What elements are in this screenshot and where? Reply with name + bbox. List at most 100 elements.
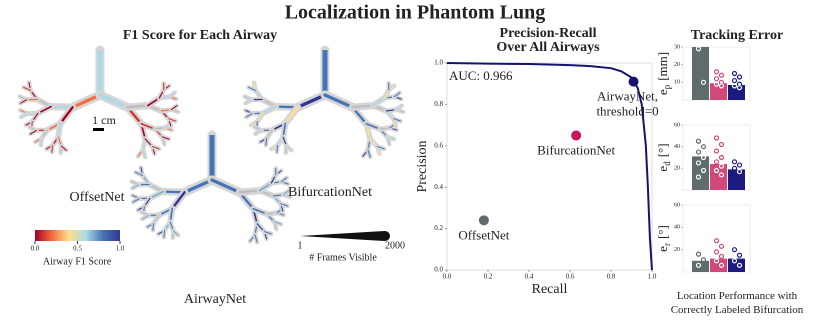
airway-trees — [17, 45, 406, 245]
sample-point — [713, 249, 720, 255]
y-tick-label: 0.8 — [434, 100, 443, 108]
airway-branch — [151, 146, 160, 150]
sample-point — [718, 163, 725, 169]
x-tick-label: 0.0 — [443, 273, 452, 281]
airway-branch — [168, 92, 176, 98]
airway-branch — [295, 93, 327, 109]
airway-branch — [393, 92, 401, 98]
sample-point — [736, 74, 743, 80]
airway-branch — [254, 234, 258, 243]
y-tick-label: 20 — [674, 247, 680, 253]
airway-branch — [182, 178, 214, 194]
airway-branch — [265, 137, 268, 146]
label-subscript: p — [662, 84, 672, 89]
chart-title: Precision-Recall Over All Airways — [496, 26, 600, 55]
airway-branch — [248, 86, 257, 91]
airway-branch — [135, 171, 144, 176]
point-label: threshold=0 — [596, 104, 658, 119]
sample-point — [700, 257, 707, 263]
label-subscript: r — [662, 243, 672, 246]
sample-point — [731, 258, 738, 264]
model-label: BifurcationNet — [288, 185, 372, 200]
width-tick-label: 1 — [298, 240, 303, 251]
sample-point — [718, 72, 725, 78]
sample-point — [718, 141, 725, 148]
airway-branch — [152, 222, 155, 231]
sample-point — [736, 168, 743, 175]
colorbar-label: Airway F1 Score — [43, 256, 112, 267]
airway-branch — [263, 231, 272, 235]
y-tick-label: 20 — [674, 62, 680, 68]
point-label: AirwayNet, — [597, 89, 658, 104]
airway-branch — [51, 144, 54, 153]
x-tick-label: 1.0 — [648, 273, 657, 281]
sample-point — [736, 262, 743, 268]
airway-branch — [70, 93, 102, 109]
model-point — [478, 215, 489, 226]
sample-point — [731, 70, 738, 77]
y-tick-label: 0.6 — [434, 141, 443, 149]
airway-branch — [285, 145, 292, 151]
caption: Location Performance with Correctly Label… — [671, 290, 804, 316]
airway-branch — [351, 104, 374, 109]
airway-branch — [126, 104, 149, 109]
panel-title: F1 Score for Each Airway — [123, 28, 277, 43]
sample-point — [731, 159, 738, 165]
sample-point — [695, 262, 702, 268]
sample-point — [695, 149, 702, 155]
bar — [692, 156, 709, 190]
pr-curve — [446, 62, 653, 271]
point-label: OffsetNet — [458, 227, 509, 242]
sample-point — [695, 138, 702, 144]
airway-branch — [282, 190, 290, 196]
airway-branch — [395, 105, 403, 111]
point-label: BifurcationNet — [537, 142, 615, 157]
airway-branch — [59, 106, 74, 125]
airway-branch — [98, 93, 130, 109]
airway-branch — [245, 113, 253, 118]
airway-branch — [280, 177, 288, 183]
y-tick-label: 0.4 — [434, 183, 443, 191]
airway-branch — [60, 145, 67, 151]
y-axis-label: er [°] — [655, 225, 672, 252]
sample-point — [718, 172, 725, 178]
airway-branch — [142, 149, 146, 158]
colorbar — [35, 230, 120, 241]
plot-frame — [446, 62, 653, 271]
label-unit: [°] — [655, 225, 670, 239]
airway-branch — [23, 86, 32, 91]
sample-point — [713, 167, 720, 174]
airway-branch — [170, 105, 178, 111]
label-symbol: e — [655, 166, 670, 172]
sample-point — [700, 79, 707, 85]
sample-point — [718, 243, 725, 249]
colorbar-tick-label: 0.0 — [31, 245, 40, 253]
width-tick-label: 2000 — [385, 240, 405, 251]
scale-bar — [93, 128, 104, 131]
airway-branch — [20, 113, 28, 118]
airway-branch — [161, 136, 170, 140]
sample-point — [718, 83, 725, 89]
sample-point — [700, 144, 707, 150]
x-tick-label: 0.6 — [566, 273, 575, 281]
airway-branch — [210, 178, 242, 194]
sample-point — [713, 135, 720, 141]
label-symbol: e — [655, 89, 670, 95]
scale-label: 1 cm — [92, 113, 116, 127]
y-tick-label: 60 — [674, 122, 680, 128]
y-tick-label: 30 — [674, 44, 680, 50]
y-axis-label: Precision — [415, 140, 430, 192]
airway-branch — [244, 99, 253, 104]
sample-point — [700, 167, 707, 174]
sample-point — [713, 148, 720, 154]
y-axis-label: ep [mm] — [655, 52, 672, 95]
y-tick-label: 0.0 — [434, 266, 443, 274]
annotation: AUC: 0.966 — [449, 68, 513, 83]
sample-point — [731, 247, 738, 253]
sample-point — [713, 81, 720, 87]
sample-point — [713, 76, 720, 82]
sample-point — [700, 154, 707, 161]
sample-point — [731, 165, 738, 171]
airway-branch — [29, 129, 38, 135]
airway-branch — [323, 93, 355, 109]
